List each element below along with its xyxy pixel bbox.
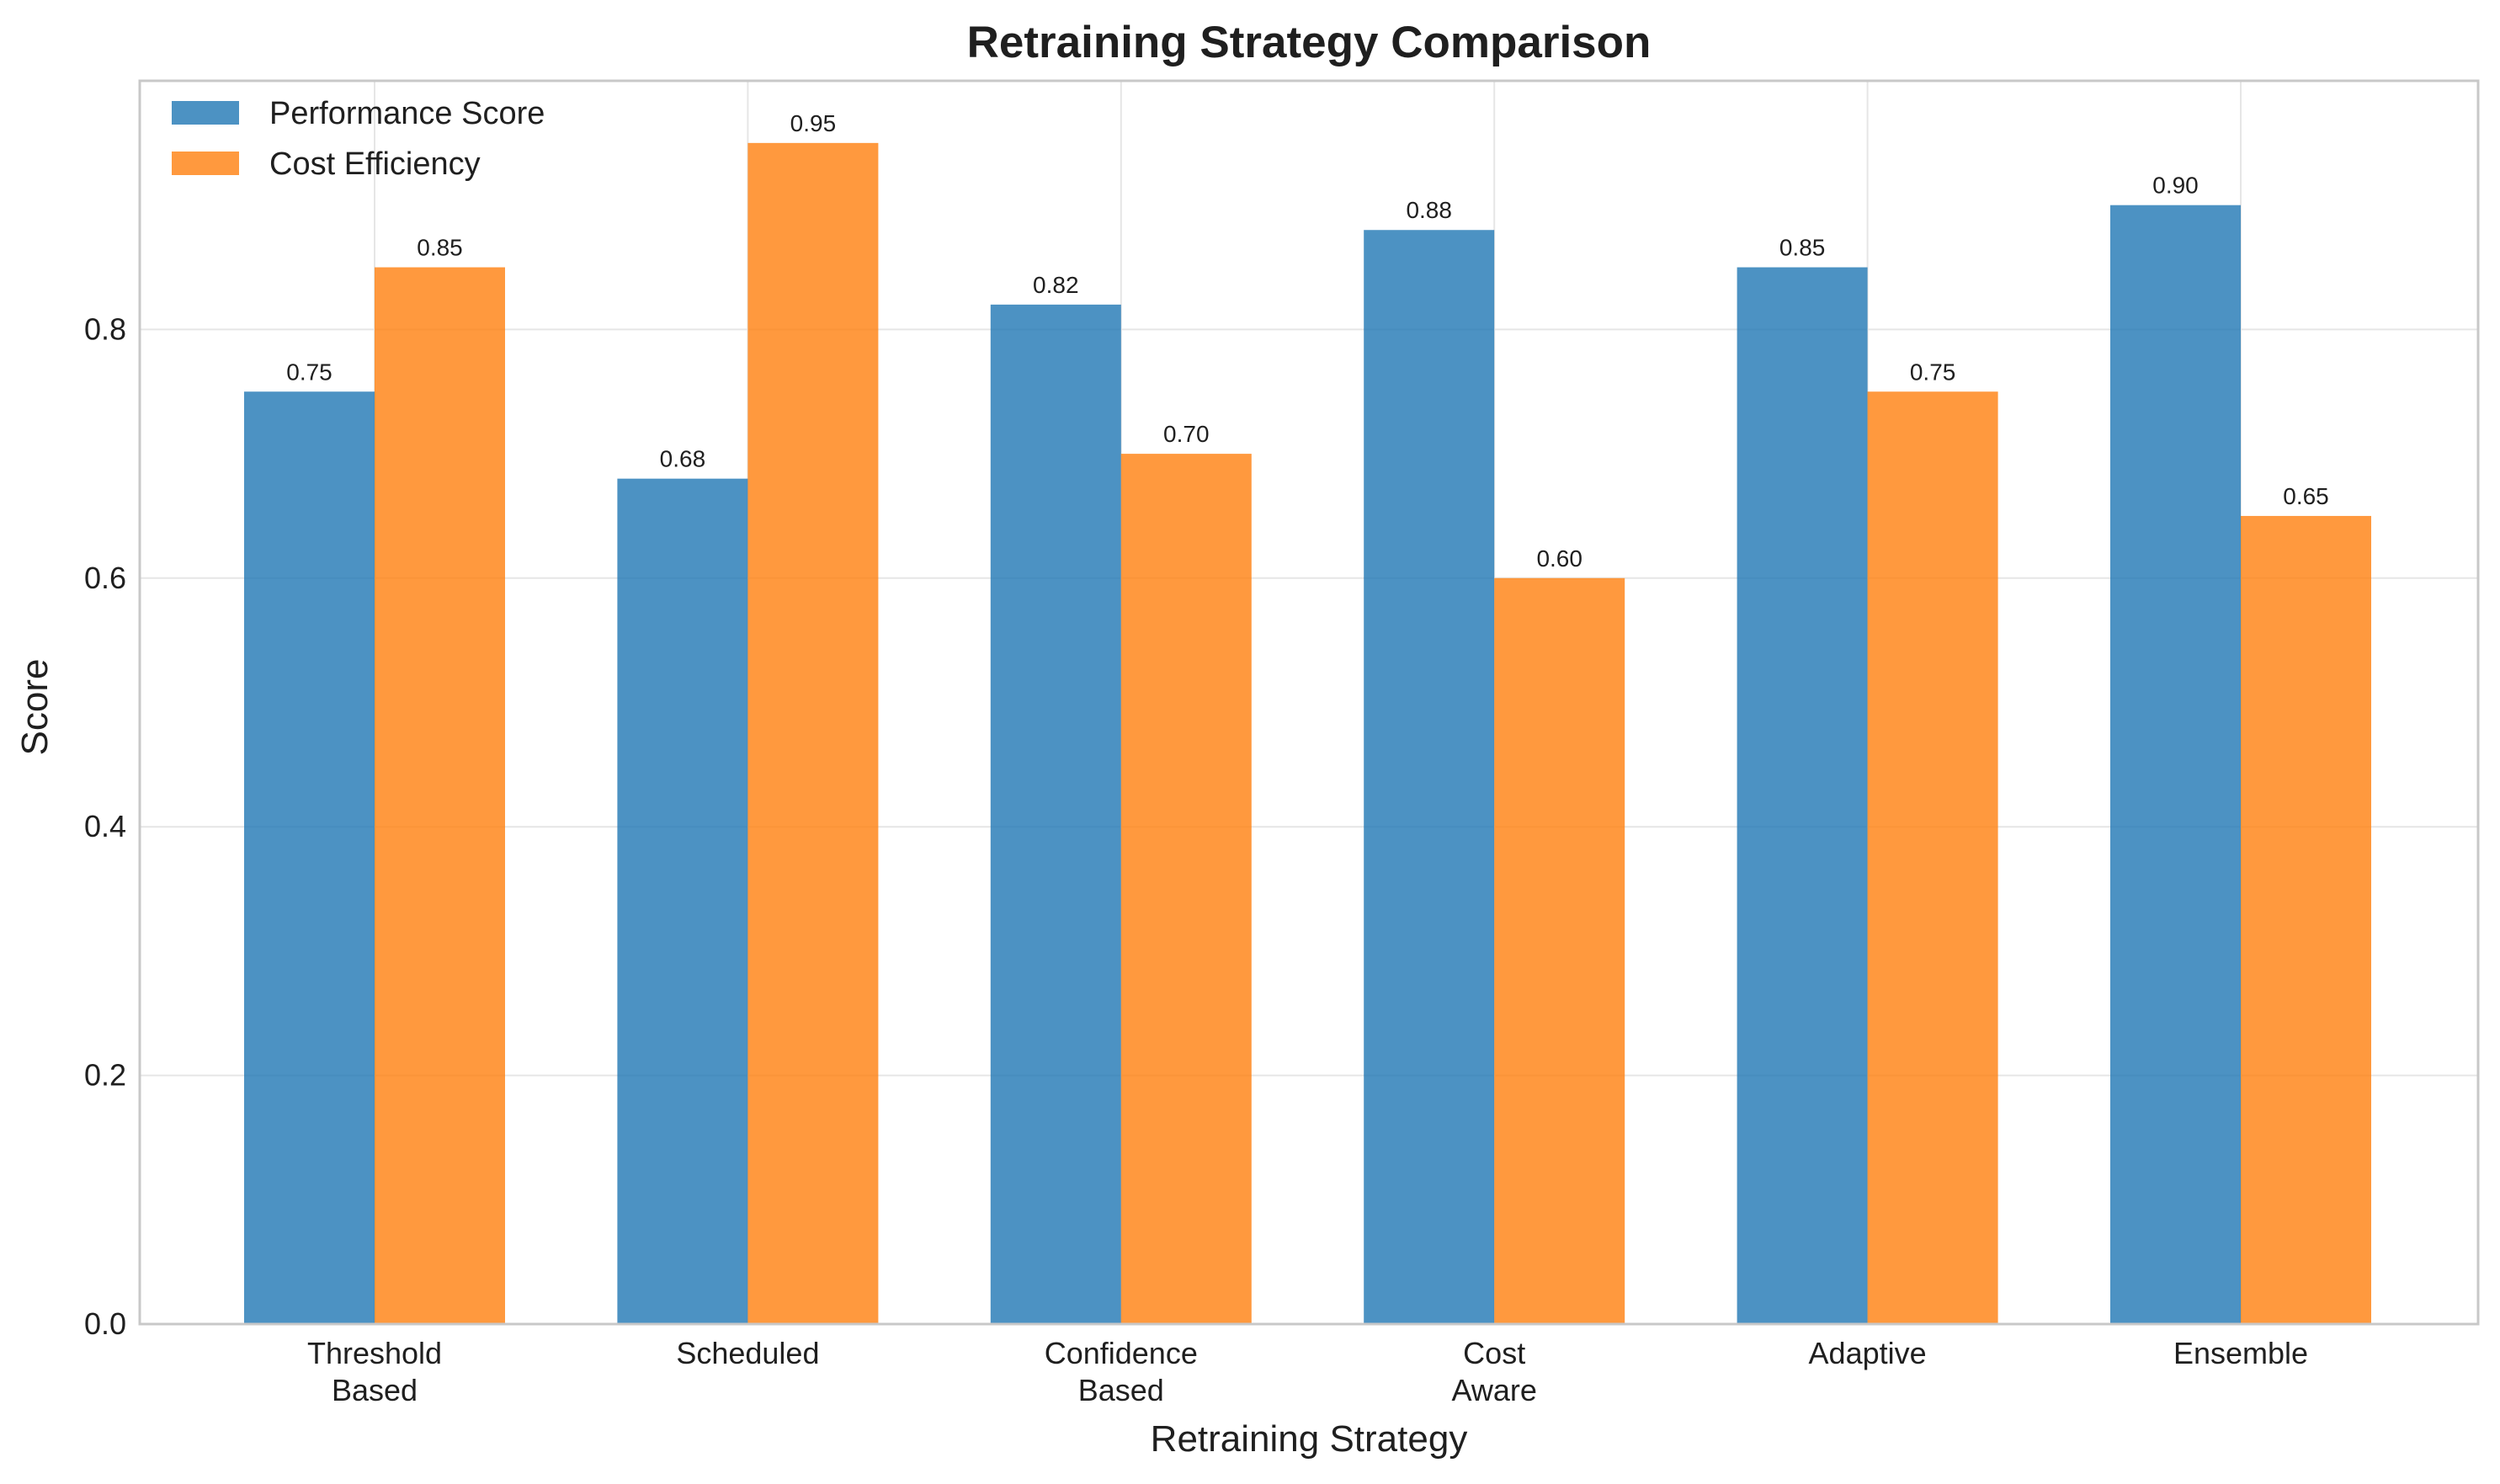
bar-cost-efficiency — [1867, 391, 1998, 1324]
bar-performance-score — [1364, 230, 1495, 1324]
x-tick-label: Cost Aware — [1452, 1336, 1537, 1407]
x-tick-label: Scheduled — [676, 1336, 819, 1370]
bar-value-label: 0.70 — [1163, 421, 1210, 447]
data-label-layer: 0.75 0.68 0.82 0.88 0.85 0.90 0.85 0.95 0.70 0.60… — [286, 110, 2329, 572]
plot-frame — [138, 79, 2480, 1326]
bar-value-label: 0.95 — [790, 110, 837, 136]
bar-layer — [244, 142, 2371, 1325]
bar-performance-score — [244, 391, 375, 1324]
bar-performance-score — [617, 478, 748, 1324]
bar-cost-efficiency — [2241, 515, 2371, 1324]
bar-value-label: 0.65 — [2283, 483, 2329, 509]
bar-value-label: 0.68 — [660, 446, 706, 472]
y-tick-label: 0.0 — [84, 1306, 126, 1341]
bar-value-label: 0.60 — [1536, 545, 1582, 572]
bar-performance-score — [1737, 267, 1868, 1324]
bar-value-label: 0.75 — [286, 359, 332, 385]
legend-label: Performance Score — [269, 96, 545, 131]
bar-value-label: 0.88 — [1406, 197, 1452, 223]
x-axis-label: Retraining Strategy — [1151, 1418, 1468, 1460]
bar-cost-efficiency — [1494, 577, 1625, 1324]
bar-cost-efficiency — [747, 142, 879, 1325]
bar-value-label: 0.85 — [1779, 235, 1826, 261]
y-tick-label: 0.2 — [84, 1058, 126, 1093]
legend-label: Cost Efficiency — [269, 146, 481, 182]
y-axis-label: Score — [14, 659, 56, 756]
bar-value-label: 0.85 — [417, 235, 463, 261]
legend-swatch — [172, 101, 239, 125]
y-tick-label: 0.4 — [84, 809, 126, 843]
bar-value-label: 0.90 — [2152, 173, 2199, 199]
bar-cost-efficiency — [375, 267, 505, 1324]
y-tick-label: 0.8 — [84, 311, 126, 346]
x-tick-label: Confidence Based — [1045, 1336, 1198, 1407]
chart-title: Retraining Strategy Comparison — [967, 18, 1652, 67]
legend-swatch — [172, 152, 239, 175]
axis-layer: 0.0 0.2 0.4 0.6 0.8 Threshold Based Scheduled Co… — [84, 79, 2480, 1407]
bar-value-label: 0.82 — [1033, 272, 1079, 298]
bar-value-label: 0.75 — [1910, 359, 1956, 385]
y-tick-label: 0.6 — [84, 561, 126, 595]
x-tick-label: Threshold Based — [307, 1336, 442, 1407]
bar-performance-score — [990, 304, 1121, 1324]
bar-cost-efficiency — [1120, 454, 1252, 1324]
legend: Performance Score Cost Efficiency — [172, 96, 545, 182]
x-tick-label: Ensemble — [2173, 1336, 2308, 1370]
x-tick-label: Adaptive — [1809, 1336, 1927, 1370]
bar-performance-score — [2110, 205, 2241, 1325]
